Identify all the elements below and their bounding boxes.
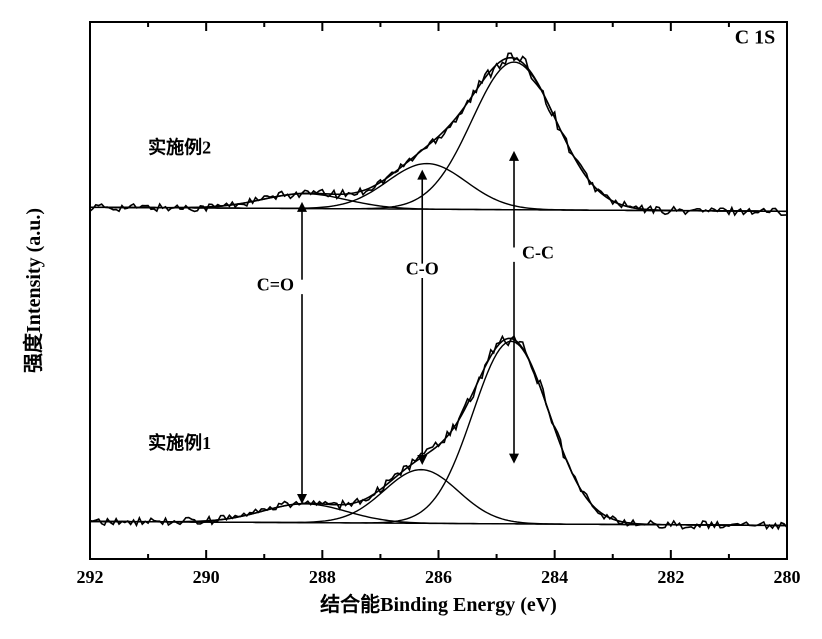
xps-svg: 292 290 288 286 284 282 280 结合能Binding Energy (… <box>0 0 822 639</box>
svg-text:C-C: C-C <box>522 242 554 262</box>
xps-chart: 292 290 288 286 284 282 280 结合能Binding Energy (… <box>0 0 822 639</box>
svg-text:288: 288 <box>309 567 336 587</box>
svg-text:280: 280 <box>774 567 801 587</box>
svg-text:282: 282 <box>657 567 684 587</box>
svg-text:290: 290 <box>193 567 220 587</box>
svg-text:284: 284 <box>541 567 568 587</box>
svg-text:292: 292 <box>77 567 104 587</box>
svg-text:实施例2: 实施例2 <box>148 137 211 158</box>
svg-text:实施例1: 实施例1 <box>148 432 211 453</box>
svg-text:286: 286 <box>425 567 452 587</box>
svg-text:结合能Binding Energy (eV): 结合能Binding Energy (eV) <box>320 592 557 616</box>
svg-text:C=O: C=O <box>257 275 294 295</box>
svg-text:C-O: C-O <box>406 258 439 278</box>
svg-text:强度Intensity (a.u.): 强度Intensity (a.u.) <box>21 208 45 373</box>
svg-text:C 1S: C 1S <box>735 26 776 48</box>
